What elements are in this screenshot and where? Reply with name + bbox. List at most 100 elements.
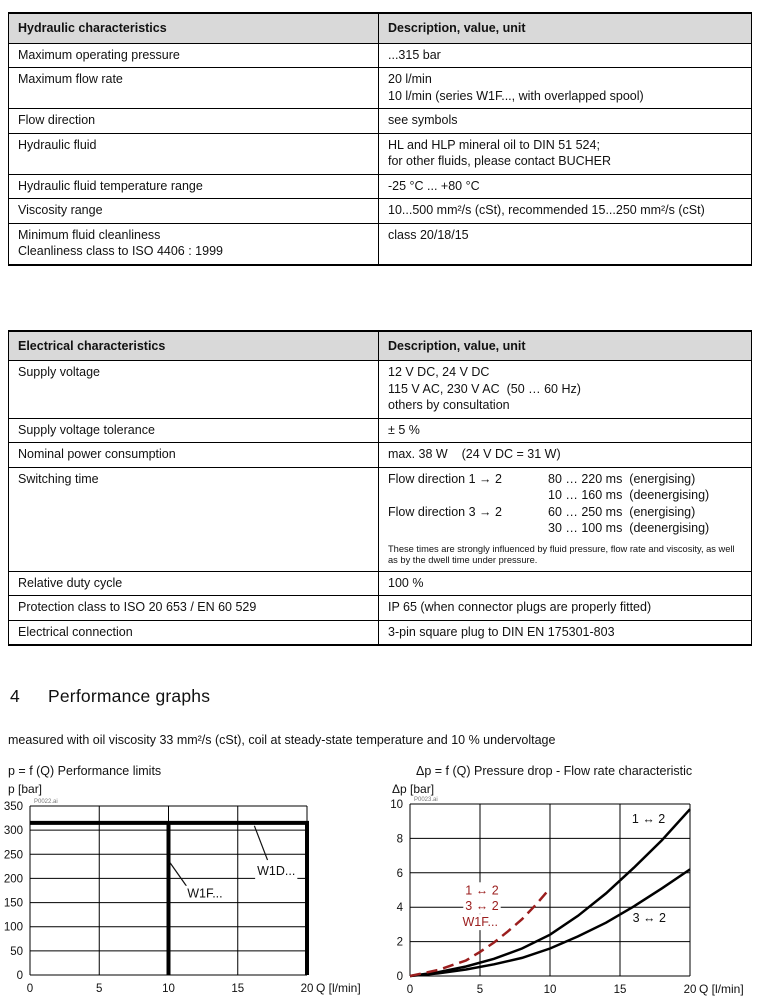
- row-label: Switching time: [8, 466, 379, 572]
- table-row: Supply voltage tolerance ± 5 %: [8, 417, 752, 443]
- switching-line: Flow direction 1 → 2 80 … 220 ms (energi…: [388, 471, 696, 486]
- svg-text:P0022.ai: P0022.ai: [34, 799, 58, 805]
- switching-time-note: These times are strongly influenced by f…: [388, 543, 735, 566]
- svg-text:50: 50: [10, 946, 23, 958]
- table-row: Flow direction see symbols: [8, 108, 752, 134]
- row-label: Supply voltage: [8, 360, 379, 419]
- row-value: ± 5 %: [378, 417, 752, 443]
- row-value: class 20/18/15: [378, 222, 752, 265]
- svg-text:20: 20: [684, 984, 697, 996]
- svg-text:Δp [bar]: Δp [bar]: [392, 782, 434, 796]
- table-row: Hydraulic fluid HL and HLP mineral oil t…: [8, 132, 752, 175]
- svg-text:Q [l/min]: Q [l/min]: [699, 982, 744, 996]
- row-value: 100 %: [378, 570, 752, 596]
- svg-text:3 ↔ 2: 3 ↔ 2: [633, 911, 666, 925]
- table-row: Supply voltage 12 V DC, 24 V DC 115 V AC…: [8, 360, 752, 419]
- svg-text:0: 0: [397, 971, 403, 983]
- svg-text:p [bar]: p [bar]: [8, 782, 42, 796]
- svg-text:W1F...: W1F...: [463, 915, 498, 929]
- svg-text:10: 10: [162, 983, 175, 995]
- row-label: Hydraulic fluid: [8, 132, 379, 175]
- table-row: Viscosity range 10...500 mm²/s (cSt), re…: [8, 198, 752, 224]
- pressure-drop-chart: 0 5 10 15 20 0 2 4 6 8 10 Δp [bar] Q [l/min] P0023.ai…: [390, 782, 744, 996]
- svg-text:8: 8: [397, 833, 403, 845]
- section-title: Performance graphs: [48, 686, 211, 706]
- section-heading: 4 Performance graphs: [10, 686, 759, 707]
- svg-text:3 ↔ 2: 3 ↔ 2: [465, 899, 498, 913]
- svg-text:300: 300: [4, 825, 23, 837]
- svg-text:10: 10: [544, 984, 557, 996]
- row-value: HL and HLP mineral oil to DIN 51 524; fo…: [378, 132, 752, 175]
- measurement-conditions-note: measured with oil viscosity 33 mm²/s (cS…: [8, 733, 556, 747]
- switching-line: 30 … 100 ms (deenergising): [548, 521, 710, 535]
- table-header-row: Electrical characteristics Description, …: [8, 330, 752, 361]
- row-value: 3-pin square plug to DIN EN 175301-803: [378, 619, 752, 646]
- performance-limits-caption: p = f (Q) Performance limits: [8, 764, 162, 778]
- description-header-cell: Description, value, unit: [378, 330, 752, 361]
- row-label: Hydraulic fluid temperature range: [8, 173, 379, 199]
- svg-text:P0023.ai: P0023.ai: [414, 797, 438, 803]
- row-label: Supply voltage tolerance: [8, 417, 379, 443]
- table-row: Hydraulic fluid temperature range -25 °C…: [8, 173, 752, 199]
- hydraulic-characteristics-table: Hydraulic characteristics Description, v…: [8, 12, 752, 266]
- switching-line: 10 … 160 ms (deenergising): [548, 488, 710, 502]
- svg-text:5: 5: [96, 983, 102, 995]
- svg-text:250: 250: [4, 849, 23, 861]
- row-label: Protection class to ISO 20 653 / EN 60 5…: [8, 595, 379, 621]
- svg-text:0: 0: [27, 983, 33, 995]
- svg-text:200: 200: [4, 873, 23, 885]
- row-value: 10...500 mm²/s (cSt), recommended 15...2…: [378, 198, 752, 224]
- row-label: Flow direction: [8, 108, 379, 134]
- row-value: IP 65 (when connector plugs are properly…: [378, 595, 752, 621]
- svg-text:15: 15: [231, 983, 244, 995]
- table-row: Minimum fluid cleanliness Cleanliness cl…: [8, 222, 752, 265]
- svg-text:10: 10: [390, 799, 403, 811]
- table-header-row: Hydraulic characteristics Description, v…: [8, 12, 752, 44]
- row-value: max. 38 W (24 V DC = 31 W): [378, 442, 752, 468]
- electrical-header-cell: Electrical characteristics: [8, 330, 379, 361]
- table-row: Protection class to ISO 20 653 / EN 60 5…: [8, 595, 752, 621]
- description-header-cell: Description, value, unit: [378, 12, 752, 44]
- svg-text:5: 5: [477, 984, 483, 996]
- svg-text:150: 150: [4, 898, 23, 910]
- switching-time-value: Flow direction 1 → 2 80 … 220 ms (energi…: [378, 466, 752, 572]
- switching-line: Flow direction 3 → 2 60 … 250 ms (energi…: [388, 504, 696, 519]
- svg-text:15: 15: [614, 984, 627, 996]
- svg-text:W1D...: W1D...: [257, 864, 295, 878]
- svg-text:100: 100: [4, 922, 23, 934]
- row-value: see symbols: [378, 108, 752, 134]
- table-row: Maximum flow rate 20 l/min 10 l/min (ser…: [8, 67, 752, 109]
- svg-text:1 ↔ 2: 1 ↔ 2: [465, 883, 498, 897]
- row-label: Electrical connection: [8, 619, 379, 646]
- table-row: Electrical connection 3-pin square plug …: [8, 619, 752, 646]
- section-number: 4: [10, 686, 20, 706]
- table-row: Maximum operating pressure ...315 bar: [8, 42, 752, 68]
- row-label: Viscosity range: [8, 198, 379, 224]
- row-label: Nominal power consumption: [8, 442, 379, 468]
- row-label: Maximum flow rate: [8, 67, 379, 109]
- svg-text:1 ↔ 2: 1 ↔ 2: [632, 812, 665, 826]
- row-label: Relative duty cycle: [8, 570, 379, 596]
- row-value: ...315 bar: [378, 42, 752, 68]
- row-value: 20 l/min 10 l/min (series W1F..., with o…: [378, 67, 752, 109]
- svg-text:6: 6: [397, 868, 403, 880]
- svg-text:20: 20: [301, 983, 314, 995]
- row-label: Maximum operating pressure: [8, 42, 379, 68]
- svg-text:2: 2: [397, 937, 403, 949]
- svg-text:W1F...: W1F...: [187, 887, 222, 901]
- row-label: Minimum fluid cleanliness Cleanliness cl…: [8, 222, 379, 265]
- svg-text:4: 4: [397, 902, 404, 914]
- table-row: Switching time Flow direction 1 → 2 80 ……: [8, 466, 752, 572]
- row-value: -25 °C ... +80 °C: [378, 173, 752, 199]
- svg-text:Q [l/min]: Q [l/min]: [316, 981, 361, 995]
- svg-text:350: 350: [4, 801, 23, 813]
- hydraulic-header-cell: Hydraulic characteristics: [8, 12, 379, 44]
- svg-text:0: 0: [17, 970, 23, 982]
- svg-text:0: 0: [407, 984, 413, 996]
- table-row: Nominal power consumption max. 38 W (24 …: [8, 442, 752, 468]
- pressure-drop-caption: Δp = f (Q) Pressure drop - Flow rate cha…: [416, 764, 693, 778]
- row-value: 12 V DC, 24 V DC 115 V AC, 230 V AC (50 …: [378, 360, 752, 419]
- table-row: Relative duty cycle 100 %: [8, 570, 752, 596]
